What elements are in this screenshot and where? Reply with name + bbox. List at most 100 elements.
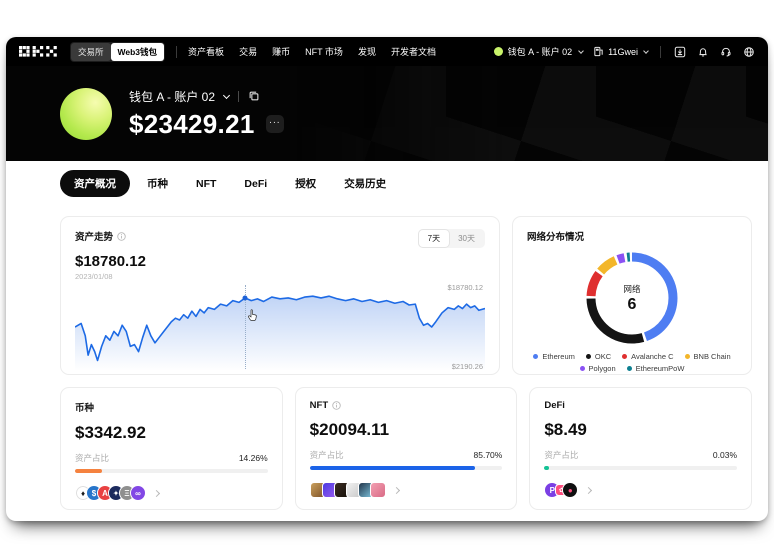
legend-label: EthereumPoW xyxy=(635,364,685,373)
nft-summary-card[interactable]: NFT $20094.11 资产占比 85.70% xyxy=(294,387,518,510)
defi-protocol-list: P ✿ ● xyxy=(544,482,737,498)
info-icon[interactable] xyxy=(332,401,341,410)
crosshair-line xyxy=(245,285,247,369)
coins-token-list: ♦ $ A ✦ Ξ ∞ xyxy=(75,485,268,501)
network-donut-chart[interactable]: 网络 6 xyxy=(585,251,679,345)
donut-center-value: 6 xyxy=(627,295,637,313)
legend-item-avalanche-c[interactable]: Avalanche C xyxy=(622,352,674,361)
legend-dot xyxy=(533,354,539,359)
main-content: 资产走势 7天 30天 $18780.12 2023/01/08 $18780.… xyxy=(6,206,768,510)
nft-thumbnail-list xyxy=(309,482,503,498)
nft-progress-track xyxy=(309,466,503,470)
nav-item-nft-market[interactable]: NFT 市场 xyxy=(305,47,343,57)
tab-history[interactable]: 交易历史 xyxy=(344,178,387,190)
donut-center-label: 网络 xyxy=(623,283,641,294)
nft-ratio-label: 资产占比 xyxy=(309,450,344,460)
polygon-token-icon[interactable]: ∞ xyxy=(130,485,146,501)
tab-nft[interactable]: NFT xyxy=(196,177,217,190)
legend-dot xyxy=(579,366,585,371)
hand-cursor-icon xyxy=(248,309,257,321)
legend-label: Avalanche C xyxy=(631,352,674,361)
wallet-name[interactable]: 钱包 A - 账户 02 xyxy=(129,89,216,104)
language-button[interactable] xyxy=(742,45,755,58)
copy-icon xyxy=(249,91,259,101)
range-30d-button[interactable]: 30天 xyxy=(458,234,475,243)
info-icon[interactable] xyxy=(117,231,126,241)
legend-item-ethereum[interactable]: Ethereum xyxy=(533,352,575,361)
defi-summary-card[interactable]: DeFi $8.49 资产占比 0.03% P ✿ ● xyxy=(529,387,753,510)
coins-ratio-label: 资产占比 xyxy=(75,453,110,463)
more-actions-button[interactable]: ··· xyxy=(265,115,284,133)
app-window: 交易所 Web3钱包 资产看板 交易 赚币 NFT 市场 发现 开发者文档 钱包… xyxy=(6,37,768,521)
nav-item-earn[interactable]: 赚币 xyxy=(272,47,291,57)
legend-item-ethereumpow[interactable]: EthereumPoW xyxy=(626,364,685,373)
nft-thumb-6[interactable] xyxy=(369,482,386,498)
nav-item-assets-board[interactable]: 资产看板 xyxy=(188,47,225,57)
gas-pump-icon xyxy=(594,46,603,57)
gas-price-label: 11Gwei xyxy=(608,46,638,57)
network-card-title: 网络分布情况 xyxy=(527,232,585,243)
nav-divider xyxy=(660,45,661,58)
coins-summary-card[interactable]: 币种 $3342.92 资产占比 14.26% ♦ $ A ✦ Ξ ∞ xyxy=(60,387,283,510)
copy-address-button[interactable] xyxy=(248,90,260,102)
asset-trend-card: 资产走势 7天 30天 $18780.12 2023/01/08 $18780.… xyxy=(60,216,500,375)
legend-dot xyxy=(622,354,628,359)
donut-segment-okc[interactable] xyxy=(586,252,678,344)
download-app-button[interactable] xyxy=(673,45,686,58)
gas-price-selector[interactable]: 11Gwei xyxy=(593,46,649,57)
network-distribution-card: 网络分布情况 网络 6 Ethereum OKC Avalanche C BNB Ch… xyxy=(512,216,752,375)
legend-item-polygon[interactable]: Polygon xyxy=(579,364,616,373)
tab-approvals[interactable]: 授权 xyxy=(295,178,317,190)
legend-dot xyxy=(585,354,591,359)
trend-card-title: 资产走势 xyxy=(75,232,114,243)
toggle-web3-wallet[interactable]: Web3钱包 xyxy=(110,42,165,61)
coins-value: $3342.92 xyxy=(75,423,146,442)
wallet-avatar[interactable] xyxy=(60,87,112,140)
legend-item-bnb-chain[interactable]: BNB Chain xyxy=(684,352,731,361)
trend-chart[interactable]: $18780.12 $2190.26 xyxy=(75,283,485,371)
account-selector[interactable]: 钱包 A - 账户 02 xyxy=(493,45,584,58)
coins-progress-fill xyxy=(75,469,103,473)
tab-coins[interactable]: 币种 xyxy=(147,178,168,190)
range-7d-button[interactable]: 7天 xyxy=(418,230,450,247)
tab-defi[interactable]: DeFi xyxy=(244,177,268,190)
coins-ratio-percent: 14.26% xyxy=(238,453,268,463)
defi-protocol-3-icon[interactable]: ● xyxy=(562,482,579,498)
legend-label: Ethereum xyxy=(542,352,575,361)
chevron-right-icon[interactable] xyxy=(392,486,400,494)
nav-menu: 资产看板 交易 赚币 NFT 市场 发现 开发者文档 xyxy=(188,45,436,58)
chevron-right-icon[interactable] xyxy=(152,489,161,497)
range-toggle: 7天 30天 xyxy=(417,229,485,248)
nft-card-title: NFT xyxy=(309,400,329,411)
defi-progress-fill xyxy=(544,466,550,470)
nav-item-discover[interactable]: 发现 xyxy=(357,47,376,57)
support-button[interactable] xyxy=(719,45,732,58)
chevron-right-icon[interactable] xyxy=(585,486,593,494)
okx-logo-icon[interactable] xyxy=(19,46,57,57)
notifications-button[interactable] xyxy=(696,45,709,58)
account-avatar xyxy=(493,47,503,56)
defi-progress-track xyxy=(544,466,738,470)
hovered-value: $18780.12 xyxy=(75,253,146,270)
nav-item-developer-docs[interactable]: 开发者文档 xyxy=(390,47,436,57)
coins-card-title: 币种 xyxy=(75,403,95,414)
defi-ratio-percent: 0.03% xyxy=(712,450,738,460)
asset-tabs: 资产概况 币种 NFT DeFi 授权 交易历史 xyxy=(6,161,768,206)
legend-item-okc[interactable]: OKC xyxy=(585,352,611,361)
hovered-date: 2023/01/08 xyxy=(75,272,113,281)
nav-divider xyxy=(176,45,178,58)
tab-asset-overview[interactable]: 资产概况 xyxy=(60,170,130,197)
toggle-exchange[interactable]: 交易所 xyxy=(71,42,111,61)
legend-label: Polygon xyxy=(588,364,616,373)
top-nav: 交易所 Web3钱包 资产看板 交易 赚币 NFT 市场 发现 开发者文档 钱包… xyxy=(6,37,768,66)
account-label: 钱包 A - 账户 02 xyxy=(507,47,573,57)
nft-progress-fill xyxy=(309,466,475,470)
mode-toggle: 交易所 Web3钱包 xyxy=(70,41,166,62)
axis-max-label: $18780.12 xyxy=(447,283,483,292)
globe-icon xyxy=(743,46,754,57)
nft-ratio-percent: 85.70% xyxy=(473,450,503,460)
chevron-down-icon[interactable] xyxy=(222,91,231,99)
nav-item-trade[interactable]: 交易 xyxy=(239,47,258,57)
header-divider xyxy=(238,90,240,102)
donut-segment-ethereum[interactable] xyxy=(586,252,678,344)
